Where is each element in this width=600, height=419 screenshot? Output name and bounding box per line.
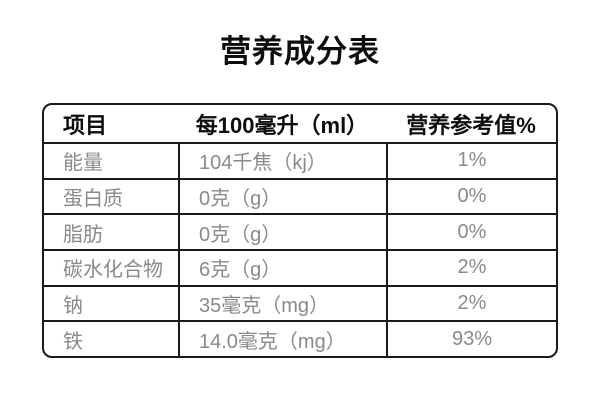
header-cell-amount: 每100毫升（ml） — [195, 112, 369, 138]
cell-nrv: 0% — [386, 215, 556, 250]
page-title: 营养成分表 — [220, 34, 380, 69]
cell-value: 104千焦（kj） — [178, 144, 386, 178]
header-cell-item: 项目 — [63, 112, 108, 138]
nutrition-table: 项目 每100毫升（ml） 营养参考值% 能量 104千焦（kj） 1% 蛋白质… — [42, 103, 558, 358]
table-row: 能量 104千焦（kj） 1% — [44, 144, 556, 178]
cell-nrv: 1% — [386, 144, 556, 178]
cell-value: 35毫克（mg） — [178, 286, 386, 321]
table-row: 铁 14.0毫克（mg） 93% — [44, 320, 556, 356]
table-row: 碳水化合物 6克（g） 2% — [44, 249, 556, 285]
cell-item: 碳水化合物 — [63, 259, 163, 282]
cell-nrv: 2% — [386, 286, 556, 321]
cell-item: 脂肪 — [63, 223, 103, 246]
cell-nrv: 93% — [386, 322, 556, 356]
cell-item: 蛋白质 — [63, 188, 123, 210]
table-row: 钠 35毫克（mg） 2% — [44, 284, 556, 321]
table-row: 蛋白质 0克（g） 0% — [44, 177, 556, 214]
table-header-row: 项目 每100毫升（ml） 营养参考值% — [44, 105, 556, 144]
cell-item: 能量 — [63, 152, 103, 175]
table-row: 脂肪 0克（g） 0% — [44, 213, 556, 250]
cell-value: 6克（g） — [178, 251, 386, 285]
cell-item: 铁 — [63, 330, 83, 353]
table-body: 能量 104千焦（kj） 1% 蛋白质 0克（g） 0% 脂肪 0克（g） 0%… — [44, 144, 556, 356]
cell-value: 0克（g） — [178, 215, 386, 250]
cell-value: 14.0毫克（mg） — [178, 322, 386, 356]
cell-item: 钠 — [63, 295, 83, 318]
header-cell-nrv: 营养参考值% — [406, 112, 536, 138]
cell-nrv: 2% — [386, 251, 556, 285]
cell-nrv: 0% — [386, 179, 556, 214]
cell-value: 0克（g） — [178, 179, 386, 214]
